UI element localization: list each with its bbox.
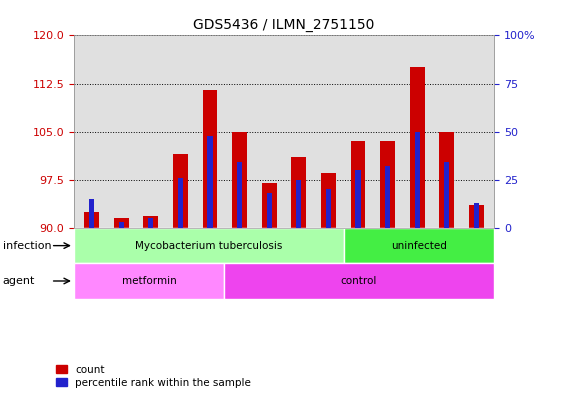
Bar [321, 173, 336, 228]
Bar [474, 203, 479, 228]
Bar [380, 141, 395, 228]
Bar [266, 193, 272, 228]
Bar [203, 90, 218, 228]
Bar [415, 132, 420, 228]
Text: infection: infection [3, 241, 52, 251]
Text: GDS5436 / ILMN_2751150: GDS5436 / ILMN_2751150 [193, 18, 375, 32]
Bar [232, 132, 247, 228]
Bar [356, 170, 361, 228]
Bar [344, 228, 494, 263]
Bar [178, 178, 183, 228]
Bar [89, 199, 94, 228]
Bar [119, 222, 124, 228]
Bar [325, 189, 331, 228]
Bar [74, 263, 224, 299]
Text: agent: agent [3, 276, 35, 286]
Bar [114, 218, 128, 228]
Bar [173, 154, 188, 228]
Bar [410, 68, 425, 228]
Bar [296, 180, 302, 228]
Bar [350, 141, 365, 228]
Text: metformin: metformin [122, 276, 176, 286]
Bar [262, 183, 277, 228]
Legend: count, percentile rank within the sample: count, percentile rank within the sample [56, 365, 251, 388]
Bar [84, 212, 99, 228]
Bar [444, 162, 449, 228]
Bar [74, 228, 344, 263]
Bar [237, 162, 243, 228]
Bar [440, 132, 454, 228]
Text: Mycobacterium tuberculosis: Mycobacterium tuberculosis [135, 241, 283, 251]
Bar [207, 136, 212, 228]
Bar [143, 217, 158, 228]
Bar [469, 206, 484, 228]
Bar [291, 157, 306, 228]
Bar [385, 166, 390, 228]
Bar [148, 218, 153, 228]
Bar [224, 263, 494, 299]
Text: uninfected: uninfected [391, 241, 447, 251]
Text: control: control [341, 276, 377, 286]
